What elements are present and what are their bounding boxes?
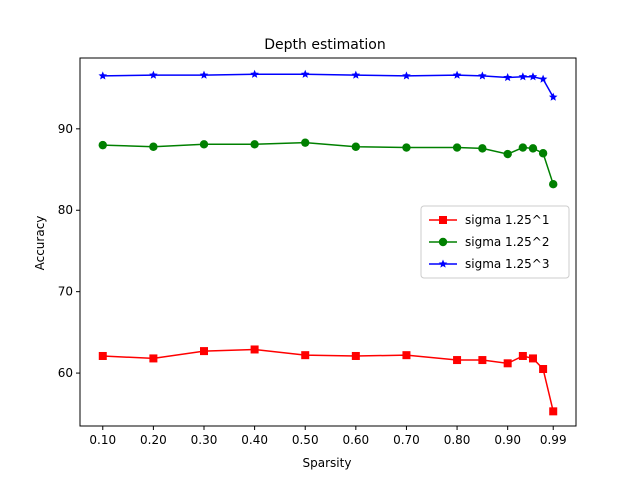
data-point (503, 359, 512, 368)
x-tick-label: 0.60 (342, 433, 369, 447)
data-point (199, 140, 209, 149)
legend-marker (439, 216, 447, 224)
y-tick-label: 80 (58, 203, 73, 217)
data-point (351, 142, 361, 151)
series-2 (98, 138, 558, 189)
data-point (503, 73, 512, 82)
data-point (402, 143, 411, 152)
x-tick-label: 0.50 (292, 433, 319, 447)
y-axis-label: Accuracy (33, 216, 47, 271)
data-point (538, 74, 548, 83)
data-point (98, 351, 107, 360)
data-point (452, 70, 462, 79)
data-point (548, 92, 558, 101)
plot-area (79, 57, 577, 427)
data-point (528, 354, 537, 363)
legend-entry: sigma 1.25^2 (429, 235, 549, 249)
data-point (301, 351, 310, 360)
data-point (528, 144, 538, 153)
y-tick-label: 90 (58, 122, 73, 136)
legend-label: sigma 1.25^2 (465, 235, 549, 249)
data-point (351, 70, 361, 79)
x-tick-label: 0.10 (89, 433, 116, 447)
legend-label: sigma 1.25^1 (465, 213, 549, 227)
data-point (549, 179, 558, 189)
data-point (250, 140, 259, 149)
x-tick-label: 0.80 (444, 433, 471, 447)
data-point (402, 351, 411, 360)
data-point (301, 138, 310, 147)
x-tick-label: 0.20 (140, 433, 167, 447)
data-point (503, 149, 512, 159)
legend-label: sigma 1.25^3 (465, 257, 549, 271)
series-1 (98, 345, 558, 416)
data-point (478, 144, 487, 153)
data-point (528, 72, 538, 81)
data-point (149, 354, 158, 363)
data-point (549, 407, 558, 416)
data-point (539, 365, 548, 374)
y-axis-ticks: 60 70 80 90 (58, 122, 80, 380)
x-tick-label: 0.40 (241, 433, 268, 447)
x-tick-label: 0.70 (393, 433, 420, 447)
legend: sigma 1.25^1 sigma 1.25^2 sigma 1.25^3 (420, 205, 570, 279)
data-point (250, 69, 259, 78)
data-point (200, 347, 208, 356)
data-point (518, 72, 528, 81)
data-point (98, 71, 108, 80)
data-point (351, 351, 360, 360)
data-point (300, 69, 310, 78)
legend-marker (438, 259, 448, 268)
data-point (402, 71, 411, 80)
data-point (478, 356, 487, 365)
x-axis-ticks: 0.10 0.20 0.30 0.40 0.50 0.60 0.70 0.80 0.90 0.99 (89, 426, 567, 447)
data-point (478, 71, 487, 80)
data-point (98, 140, 107, 150)
data-point (518, 143, 528, 152)
x-axis-label: Sparsity (303, 456, 352, 470)
data-point (149, 142, 158, 151)
legend-box (420, 205, 570, 279)
x-tick-label: 0.90 (494, 433, 521, 447)
data-point (149, 70, 158, 79)
series-3 (98, 69, 558, 101)
x-tick-label: 0.99 (540, 433, 567, 447)
data-point (538, 149, 548, 158)
data-point (518, 351, 527, 360)
data-point (452, 143, 462, 152)
data-point (250, 345, 259, 354)
y-tick-label: 60 (58, 366, 73, 380)
plot-frame (79, 57, 577, 427)
legend-entry: sigma 1.25^1 (429, 213, 549, 227)
series-layer (98, 69, 558, 416)
chart-title: Depth estimation (264, 37, 385, 53)
data-point (199, 70, 209, 79)
legend-marker (438, 237, 448, 247)
y-tick-label: 70 (58, 285, 73, 299)
legend-entry: sigma 1.25^3 (429, 257, 549, 271)
x-tick-label: 0.30 (191, 433, 218, 447)
data-point (453, 356, 462, 365)
